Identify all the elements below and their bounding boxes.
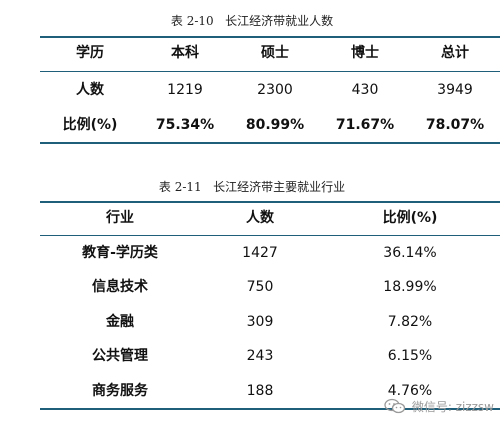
table1-caption: 表 2-10 长江经济带就业人数 bbox=[170, 14, 334, 28]
table1-header-doctor: 博士 bbox=[351, 45, 379, 61]
table2-industry: 商务服务 bbox=[92, 383, 148, 399]
table1-row-label: 人数 bbox=[76, 82, 104, 98]
table2-ratio: 4.76% bbox=[387, 383, 433, 399]
table2-count: 750 bbox=[246, 279, 274, 295]
watermark-text: 微信号: zizzsw bbox=[411, 399, 494, 414]
table2-caption: 表 2-11 长江经济带主要就业行业 bbox=[158, 180, 346, 194]
table1-row-label: 比例(%) bbox=[62, 117, 118, 133]
table1-header-bachelor: 本科 bbox=[171, 45, 199, 61]
table2-industry: 公共管理 bbox=[92, 348, 148, 364]
table2-header-industry: 行业 bbox=[106, 210, 134, 226]
table1-header-total: 总计 bbox=[441, 45, 469, 61]
table1-top-rule bbox=[40, 36, 500, 38]
table1-bottom-rule bbox=[40, 142, 500, 144]
table2-ratio: 7.82% bbox=[387, 314, 433, 330]
table2-bottom-rule bbox=[40, 408, 500, 410]
table1-header-rule bbox=[40, 71, 500, 72]
table2-header-count: 人数 bbox=[246, 210, 274, 226]
table2-top-rule bbox=[40, 201, 500, 203]
table1-cell: 80.99% bbox=[245, 117, 305, 133]
wechat-icon bbox=[384, 398, 405, 414]
table2-count: 188 bbox=[246, 383, 274, 399]
table1-header-education: 学历 bbox=[76, 45, 104, 61]
table2-count: 309 bbox=[246, 314, 274, 330]
table2-count: 243 bbox=[246, 348, 274, 364]
table2-ratio: 6.15% bbox=[387, 348, 433, 364]
table2-industry: 教育-学历类 bbox=[82, 245, 158, 261]
table2-ratio: 36.14% bbox=[383, 245, 437, 261]
table1-header-master: 硕士 bbox=[261, 45, 289, 61]
table2-header-rule bbox=[40, 235, 500, 236]
table1-cell: 75.34% bbox=[155, 117, 215, 133]
table1-cell: 71.67% bbox=[335, 117, 395, 133]
table1-cell: 1219 bbox=[167, 82, 203, 98]
table2-industry: 金融 bbox=[106, 314, 134, 330]
watermark: 微信号: zizzsw bbox=[384, 396, 494, 416]
table1-cell: 3949 bbox=[437, 82, 473, 98]
table2-industry: 信息技术 bbox=[92, 279, 148, 295]
table2-count: 1427 bbox=[242, 245, 278, 261]
table2-header-ratio: 比例(%) bbox=[382, 210, 438, 226]
table1-cell: 2300 bbox=[257, 82, 293, 98]
table2-ratio: 18.99% bbox=[383, 279, 437, 295]
table1-cell: 78.07% bbox=[425, 117, 485, 133]
table1-cell: 430 bbox=[351, 82, 379, 98]
